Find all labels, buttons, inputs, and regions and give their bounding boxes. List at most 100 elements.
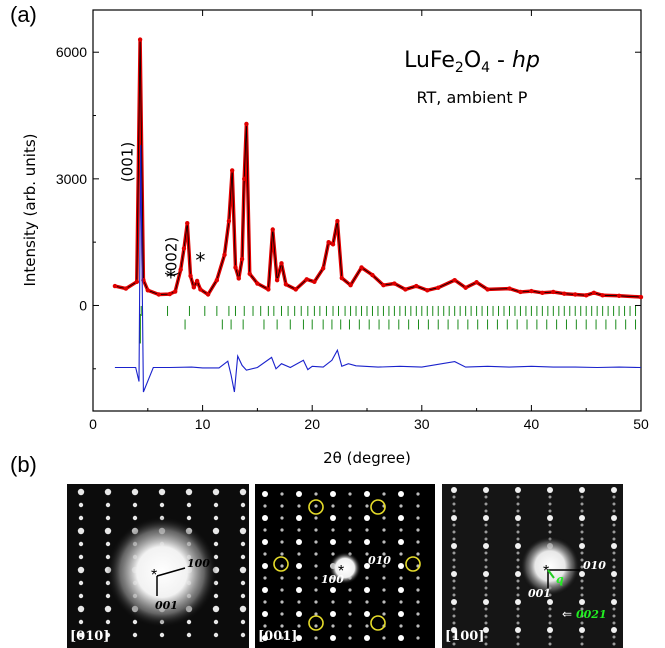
observed-point: [181, 246, 187, 251]
diffraction-spot: [213, 619, 219, 625]
diffraction-spot: [382, 552, 386, 556]
highlight-circle: [405, 556, 421, 572]
diffraction-spot: [78, 632, 84, 638]
x-axis-title: 2θ (degree): [323, 449, 411, 467]
diffraction-spot: [314, 516, 318, 520]
diffraction-spot: [105, 515, 111, 521]
diffraction-spot: [240, 619, 246, 625]
diffraction-spot: [186, 515, 192, 521]
diffraction-spot: [452, 551, 456, 555]
diffraction-spot: [297, 552, 301, 556]
diffraction-spot: [484, 565, 488, 569]
x-tick-label: 10: [195, 416, 211, 432]
observed-point: [312, 279, 317, 285]
observed-point: [320, 266, 326, 271]
diffraction-spot: [78, 554, 84, 560]
diffraction-spot: [331, 528, 335, 532]
zone-axis-label: [001]: [258, 629, 298, 644]
observed-point: [485, 287, 490, 292]
diffraction-spot: [484, 537, 488, 541]
diffraction-spot: [451, 543, 457, 549]
diffraction-spot: [213, 632, 219, 638]
diffraction-spot: [416, 504, 420, 508]
diffraction-spot: [612, 558, 616, 562]
diffraction-spot: [280, 492, 284, 496]
diffraction-spot: [364, 539, 370, 545]
observed-point: [137, 37, 143, 42]
diffraction-spot: [516, 579, 520, 583]
diffraction-spot: [611, 571, 617, 577]
diffraction-spot: [364, 611, 370, 617]
observed-point: [370, 272, 375, 278]
diffraction-spot: [398, 515, 404, 521]
observed-point: [638, 294, 644, 300]
observed-point: [167, 291, 172, 297]
diffraction-spot: [548, 621, 552, 625]
observed-point: [414, 283, 419, 289]
diffraction-spot: [330, 635, 336, 641]
panel-b-label: (b): [10, 452, 37, 477]
diffraction-spot: [399, 552, 403, 556]
origin-star: *: [543, 563, 549, 580]
diffraction-spot: [452, 621, 456, 625]
diffraction-spot: [612, 579, 616, 583]
diffraction-spot: [77, 605, 85, 613]
diffraction-spot: [105, 502, 111, 508]
diffraction-spot: [212, 488, 220, 496]
diffraction-spot: [330, 611, 336, 617]
diffraction-spot: [452, 635, 456, 639]
observed-point: [507, 286, 512, 291]
diffraction-spot: [159, 632, 165, 638]
diffraction-spot: [515, 627, 521, 633]
diffraction-spot: [262, 515, 268, 521]
peak-annotation: (001): [118, 142, 136, 182]
diffraction-spot: [78, 593, 84, 599]
diffraction-spot: [416, 624, 420, 628]
observed-point: [293, 287, 298, 292]
diffraction-spot: [547, 487, 553, 493]
diffraction-spot: [263, 624, 267, 628]
diffraction-spot: [262, 635, 268, 641]
observed-point: [562, 291, 567, 296]
diffraction-spot: [484, 502, 488, 506]
observed-point: [242, 176, 247, 182]
diffraction-spot: [483, 627, 489, 633]
diffraction-spot: [451, 515, 457, 521]
diffraction-spot: [612, 509, 616, 513]
diffraction-spot: [348, 636, 352, 640]
diffraction-spot: [314, 540, 318, 544]
observed-point: [304, 277, 309, 282]
diffraction-spot: [416, 492, 420, 496]
diffraction-spot: [239, 488, 247, 496]
annotations: (001)(002)**: [118, 142, 205, 290]
diffraction-spot: [399, 624, 403, 628]
diffraction-spot: [580, 579, 584, 583]
diffraction-spot: [314, 564, 318, 568]
observed-point: [359, 265, 364, 270]
diffraction-spot: [515, 487, 521, 493]
diffraction-spot: [516, 551, 520, 555]
diffraction-spot: [612, 593, 616, 597]
diffraction-spot: [240, 554, 246, 560]
diffraction-spot: [105, 541, 111, 547]
diffraction-spot: [612, 502, 616, 506]
diffraction-spot: [416, 576, 420, 580]
diffraction-spot: [452, 593, 456, 597]
diffraction-spot: [612, 607, 616, 611]
diffraction-spot: [364, 515, 370, 521]
diffraction-spot: [516, 509, 520, 513]
diffraction-spot: [452, 495, 456, 499]
diffraction-spot: [612, 495, 616, 499]
diffraction-spot: [548, 509, 552, 513]
diffraction-spot: [451, 571, 457, 577]
observed-point: [156, 292, 161, 297]
diffraction-spot: [580, 551, 584, 555]
diffraction-spot: [262, 491, 268, 497]
diffraction-spot: [483, 571, 489, 577]
diffraction-spot: [416, 540, 420, 544]
diffraction-spot: [398, 491, 404, 497]
observed-point: [188, 273, 193, 279]
diffraction-spot: [132, 502, 138, 508]
diffraction-spot: [314, 552, 318, 556]
diffraction-spot: [263, 552, 267, 556]
